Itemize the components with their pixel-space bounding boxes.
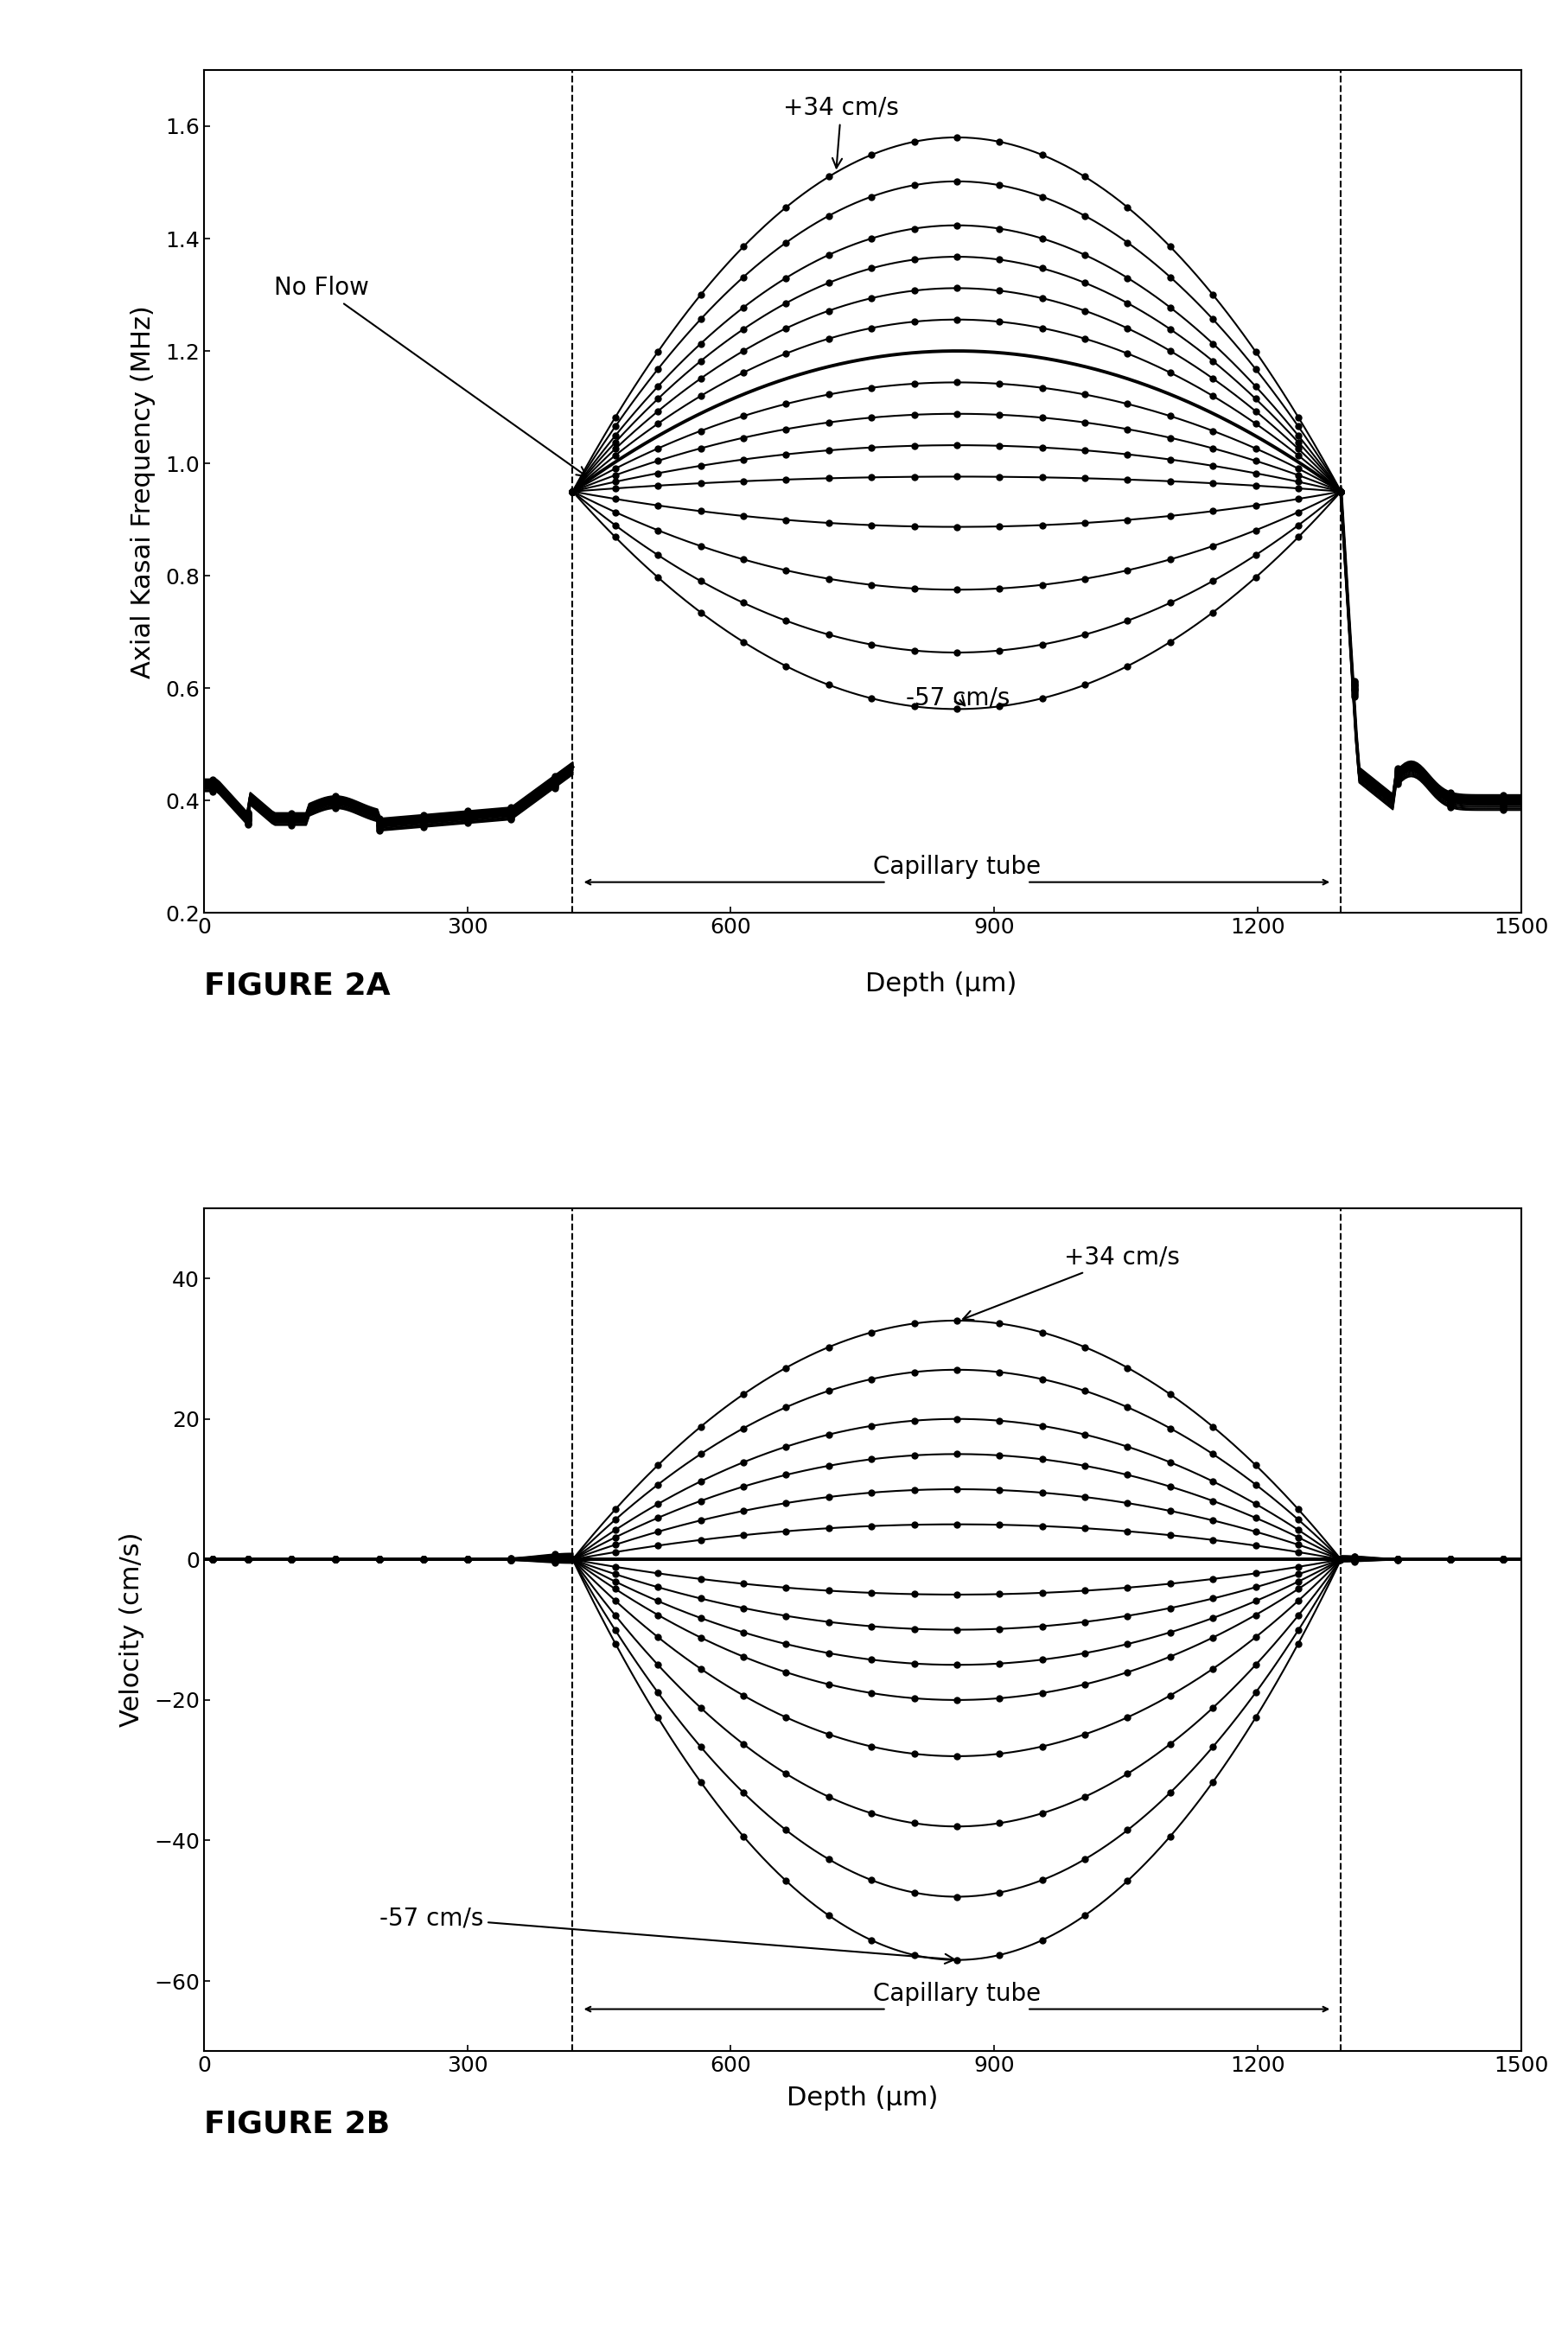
Text: Depth (μm): Depth (μm) [866,972,1016,995]
Text: FIGURE 2B: FIGURE 2B [204,2110,390,2140]
Text: FIGURE 2A: FIGURE 2A [204,972,390,1000]
Text: -57 cm/s: -57 cm/s [906,685,1010,711]
Text: Capillary tube: Capillary tube [873,1981,1041,2005]
Text: No Flow: No Flow [274,275,586,476]
Y-axis label: Axial Kasai Frequency (MHz): Axial Kasai Frequency (MHz) [130,305,155,678]
Text: Capillary tube: Capillary tube [873,855,1041,879]
Y-axis label: Velocity (cm/s): Velocity (cm/s) [119,1531,144,1727]
Text: +34 cm/s: +34 cm/s [784,96,898,168]
Text: -57 cm/s: -57 cm/s [379,1907,955,1963]
Text: +34 cm/s: +34 cm/s [963,1245,1181,1319]
X-axis label: Depth (μm): Depth (μm) [787,2086,938,2112]
